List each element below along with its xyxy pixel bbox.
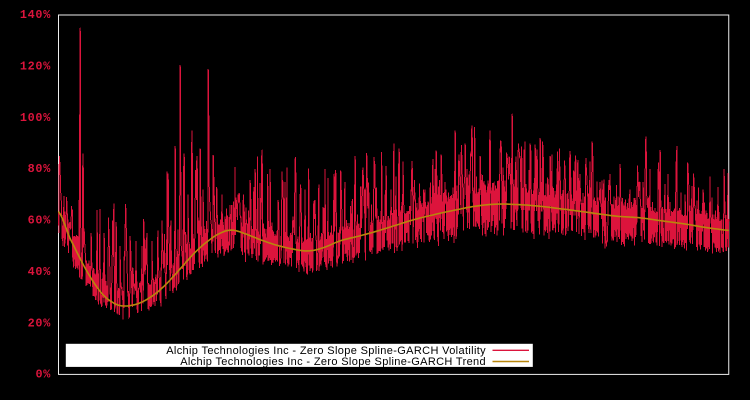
svg-text:140%: 140% <box>20 8 51 22</box>
svg-text:40%: 40% <box>28 265 52 279</box>
svg-text:Alchip Technologies Inc - Zero: Alchip Technologies Inc - Zero Slope Spl… <box>166 345 486 357</box>
svg-text:60%: 60% <box>28 214 52 228</box>
svg-text:Alchip Technologies Inc - Zero: Alchip Technologies Inc - Zero Slope Spl… <box>180 356 486 368</box>
svg-text:0%: 0% <box>35 368 51 382</box>
svg-text:20%: 20% <box>28 316 52 330</box>
svg-text:120%: 120% <box>20 60 51 74</box>
svg-text:100%: 100% <box>20 111 51 125</box>
svg-text:80%: 80% <box>28 162 52 176</box>
